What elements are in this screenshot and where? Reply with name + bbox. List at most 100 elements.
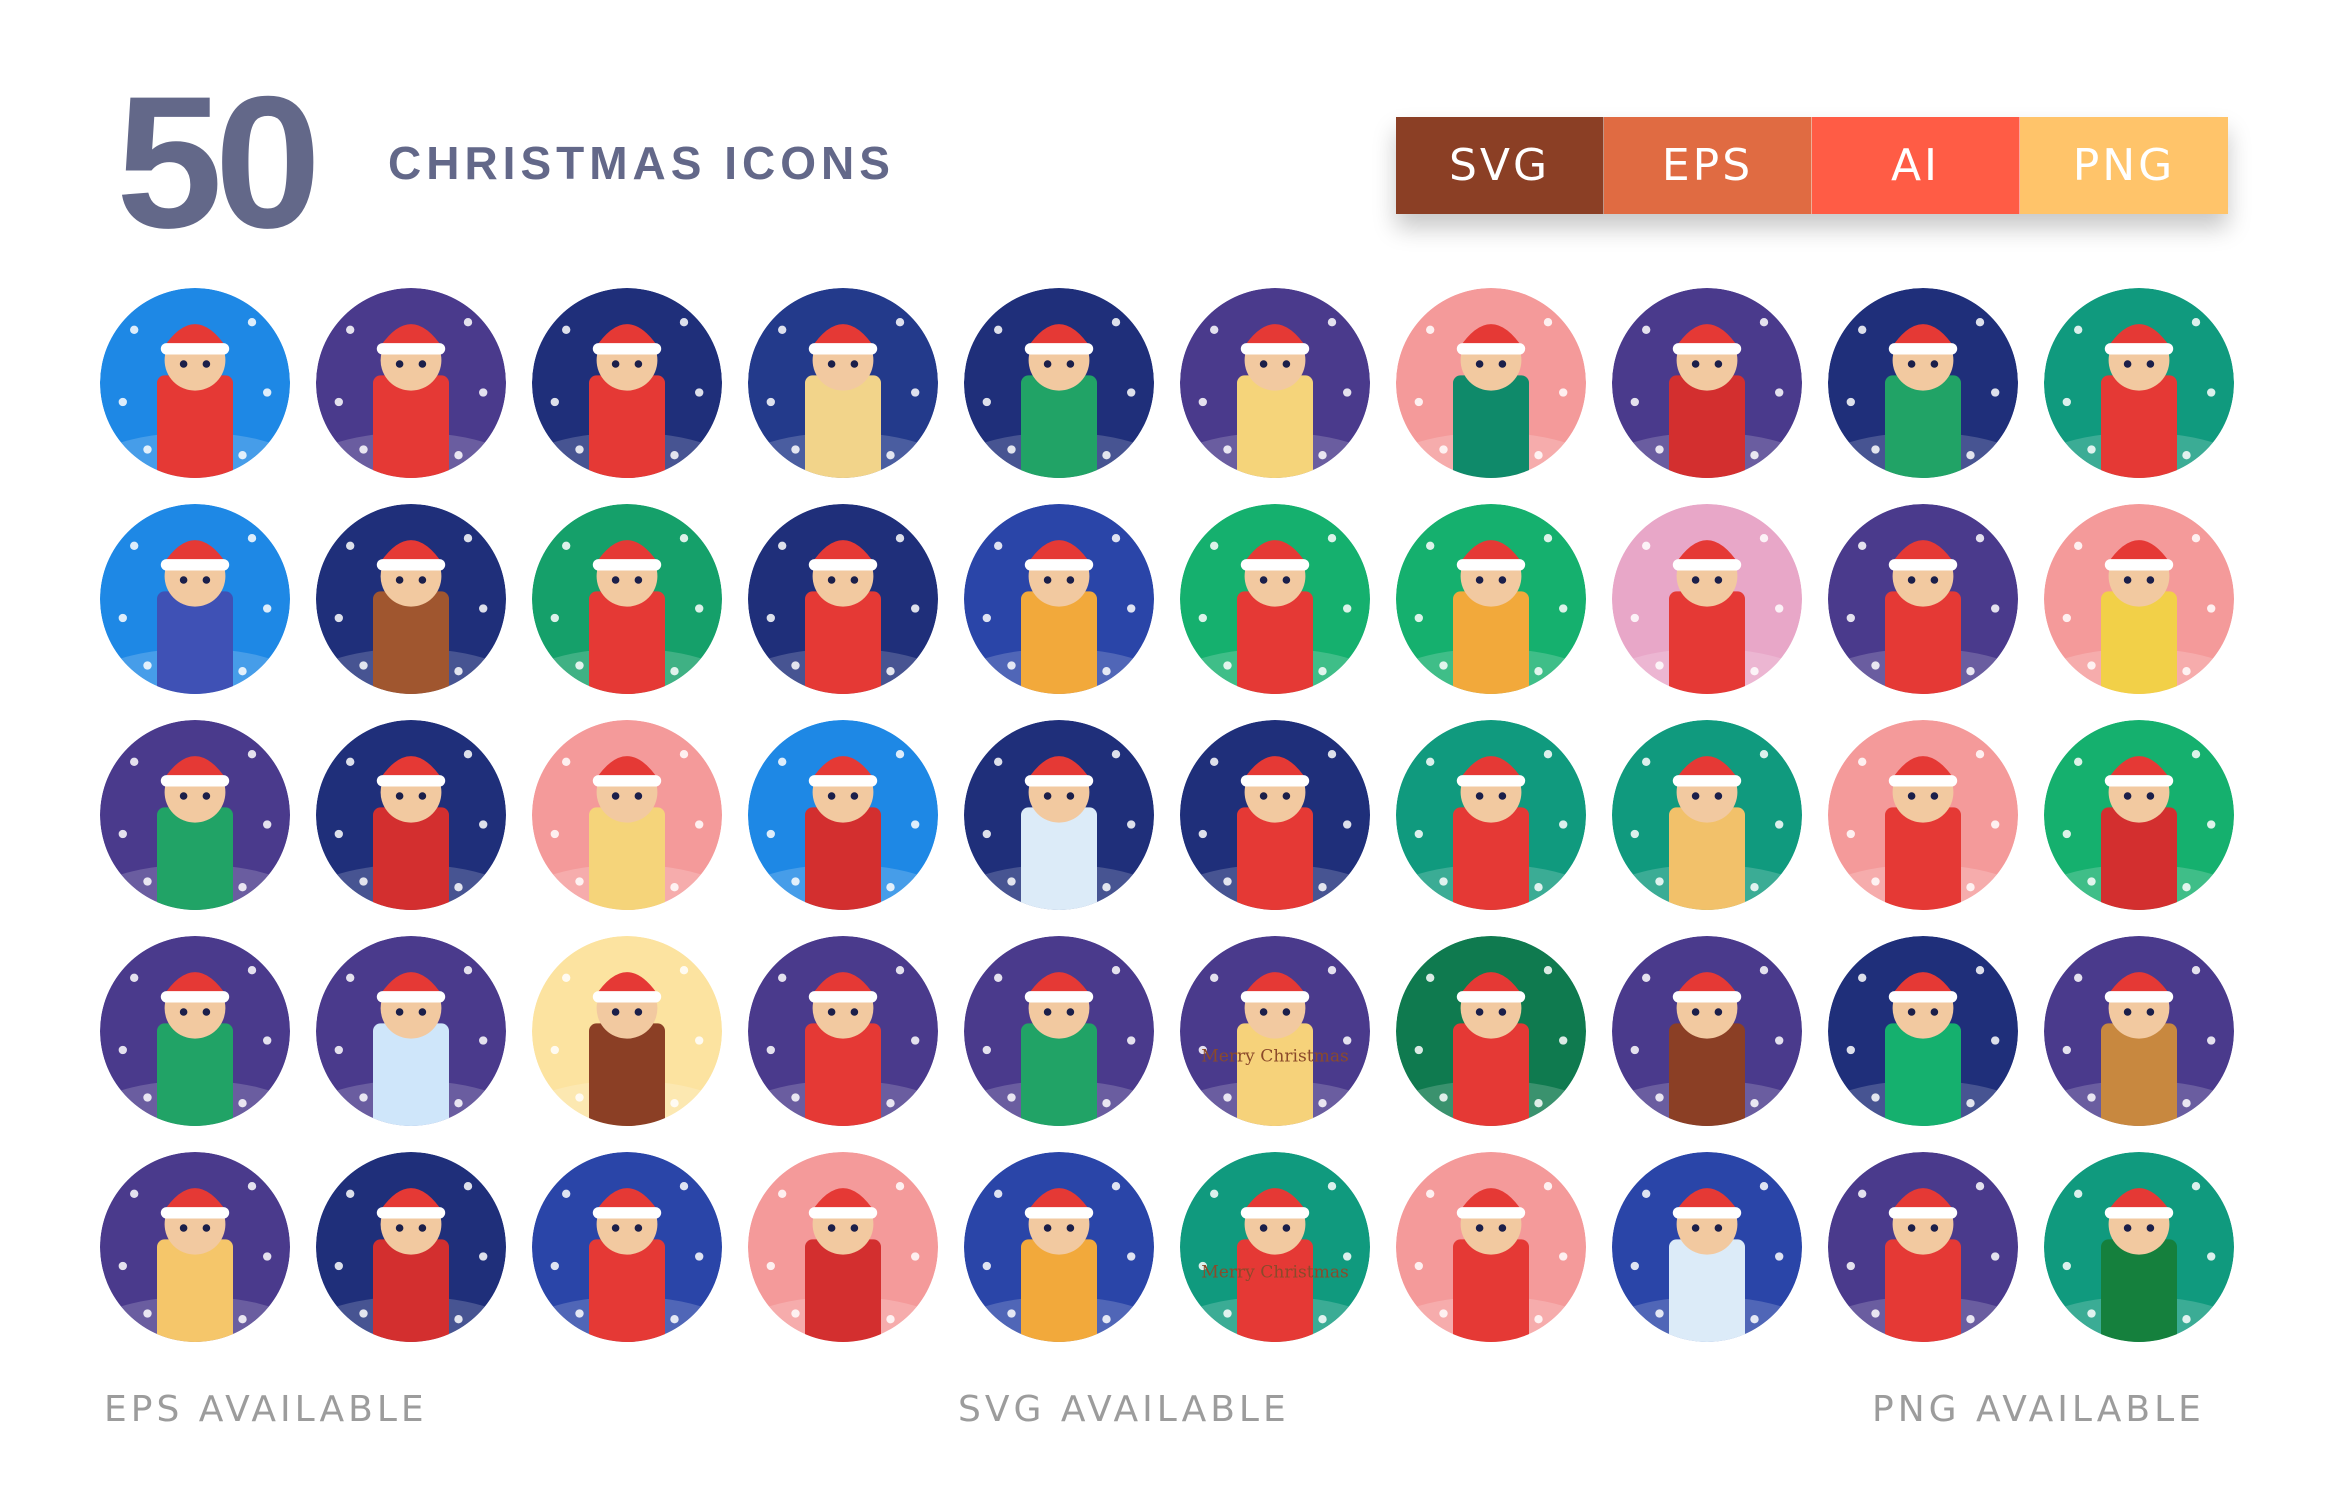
gingerbread-man-icon[interactable] (2044, 936, 2234, 1126)
gift-holly-glyph (1396, 1152, 1586, 1342)
page-title: CHRISTMAS ICONS (388, 137, 895, 189)
merry-christmas-scroll-icon[interactable]: Merry Christmas (1180, 936, 1370, 1126)
singing-girl-icon[interactable] (316, 720, 506, 910)
advent-candles-icon[interactable] (1180, 720, 1370, 910)
greeting-letter-icon[interactable] (1396, 504, 1586, 694)
lollipop-icon[interactable] (1828, 1152, 2018, 1342)
girl-with-tree-icon[interactable] (1396, 288, 1586, 478)
format-label: EPS (1661, 140, 1754, 191)
couple-mistletoe-icon[interactable] (1612, 288, 1802, 478)
reindeer-girl-icon[interactable] (100, 288, 290, 478)
candles-holly-icon[interactable] (748, 288, 938, 478)
boy-decorating-tree-icon[interactable] (964, 936, 1154, 1126)
candles-holly-glyph (748, 288, 938, 478)
log-cabin-glyph (316, 504, 506, 694)
candy-cane-glyph (1828, 504, 2018, 694)
hot-cocoa-icon[interactable] (1828, 720, 2018, 910)
snowy-tree-glyph (1828, 936, 2018, 1126)
santa-portrait-icon[interactable] (316, 1152, 506, 1342)
gift-holly-icon[interactable] (1396, 1152, 1586, 1342)
family-card-envelope-icon[interactable]: Merry Christmas (1180, 1152, 1370, 1342)
christmas-card-icon[interactable] (1612, 504, 1802, 694)
nativity-icon[interactable] (532, 720, 722, 910)
christmas-tree-icon[interactable] (964, 288, 1154, 478)
log-cabin-icon[interactable] (316, 504, 506, 694)
hat-mittens-icon[interactable] (2044, 720, 2234, 910)
format-badge-svg[interactable]: SVG (1396, 117, 1604, 214)
snow-globe-icon[interactable] (316, 936, 506, 1126)
shopping-bag-icon[interactable] (1396, 720, 1586, 910)
lollipop-glyph (1828, 1152, 2018, 1342)
bell-holly-icon[interactable] (2044, 504, 2234, 694)
footer-eps-available: EPS AVAILABLE (104, 1389, 428, 1430)
snowman-broom-icon[interactable] (964, 720, 1154, 910)
footer-svg-available: SVG AVAILABLE (958, 1389, 1290, 1430)
stocking-glyph (1396, 936, 1586, 1126)
elf-gifts-glyph (100, 936, 290, 1126)
gift-mittens-icon[interactable] (100, 504, 290, 694)
wreath-glyph (100, 720, 290, 910)
merry-christmas-scroll-glyph: Merry Christmas (1180, 936, 1370, 1126)
santa-lantern-glyph (532, 288, 722, 478)
family-card-envelope-glyph: Merry Christmas (1180, 1152, 1370, 1342)
santa-gift-bag-icon[interactable] (748, 504, 938, 694)
santa-gift-bag-glyph (748, 504, 938, 694)
santa-lantern-icon[interactable] (532, 288, 722, 478)
carolers-icon[interactable] (316, 288, 506, 478)
format-label: PNG (2072, 140, 2176, 191)
girl-with-tree-glyph (1396, 288, 1586, 478)
carolers-glyph (316, 288, 506, 478)
calendar-25-icon[interactable] (1180, 504, 1370, 694)
format-badge-eps[interactable]: EPS (1604, 117, 1812, 214)
format-label: SVG (1448, 140, 1551, 191)
fireplace-icon[interactable] (532, 936, 722, 1126)
elf-snow-icon[interactable] (1828, 288, 2018, 478)
icon-count: 50 (116, 57, 321, 267)
hamper-icon[interactable] (748, 1152, 938, 1342)
wreath-icon[interactable] (100, 720, 290, 910)
snowy-tree-icon[interactable] (1828, 936, 2018, 1126)
family-icon[interactable] (748, 720, 938, 910)
jingle-bells-icon[interactable] (100, 1152, 290, 1342)
format-badge-png[interactable]: PNG (2020, 117, 2228, 214)
boy-mittens-icon[interactable] (964, 1152, 1154, 1342)
bauble-icon[interactable] (532, 504, 722, 694)
reindeer-mittens-icon[interactable] (2044, 1152, 2234, 1342)
snow-globe-glyph (316, 936, 506, 1126)
stocking-icon[interactable] (1396, 936, 1586, 1126)
snowman-bowtie-icon[interactable] (1612, 1152, 1802, 1342)
girl-winter-icon[interactable] (532, 1152, 722, 1342)
bauble-glyph (532, 504, 722, 694)
fireplace-glyph (532, 936, 722, 1126)
candy-cane-icon[interactable] (1828, 504, 2018, 694)
chimney-icon[interactable] (1612, 936, 1802, 1126)
shopping-bag-glyph (1396, 720, 1586, 910)
calendar-25-glyph (1180, 504, 1370, 694)
christmas-card-glyph (1612, 504, 1802, 694)
santa-sack-glyph (2044, 288, 2234, 478)
hot-cocoa-glyph (1828, 720, 2018, 910)
gift-stack-icon[interactable] (1612, 720, 1802, 910)
boy-snowball-icon[interactable] (964, 504, 1154, 694)
couple-mistletoe-glyph (1612, 288, 1802, 478)
singing-girl-glyph (316, 720, 506, 910)
advent-candles-glyph (1180, 720, 1370, 910)
nutcracker-icon[interactable] (748, 936, 938, 1126)
nativity-glyph (532, 720, 722, 910)
angel-icon[interactable] (1180, 288, 1370, 478)
boy-decorating-tree-glyph (964, 936, 1154, 1126)
nutcracker-glyph (748, 936, 938, 1126)
greeting-letter-glyph (1396, 504, 1586, 694)
snowman-broom-glyph (964, 720, 1154, 910)
gingerbread-man-glyph (2044, 936, 2234, 1126)
hat-mittens-glyph (2044, 720, 2234, 910)
boy-mittens-glyph (964, 1152, 1154, 1342)
boy-snowball-glyph (964, 504, 1154, 694)
elf-gifts-icon[interactable] (100, 936, 290, 1126)
snowman-bowtie-glyph (1612, 1152, 1802, 1342)
santa-sack-icon[interactable] (2044, 288, 2234, 478)
svg-text:Merry Christmas: Merry Christmas (1201, 1262, 1349, 1282)
format-badge-ai[interactable]: AI (1812, 117, 2020, 214)
format-badges: SVG EPS AI PNG (1396, 117, 2228, 214)
